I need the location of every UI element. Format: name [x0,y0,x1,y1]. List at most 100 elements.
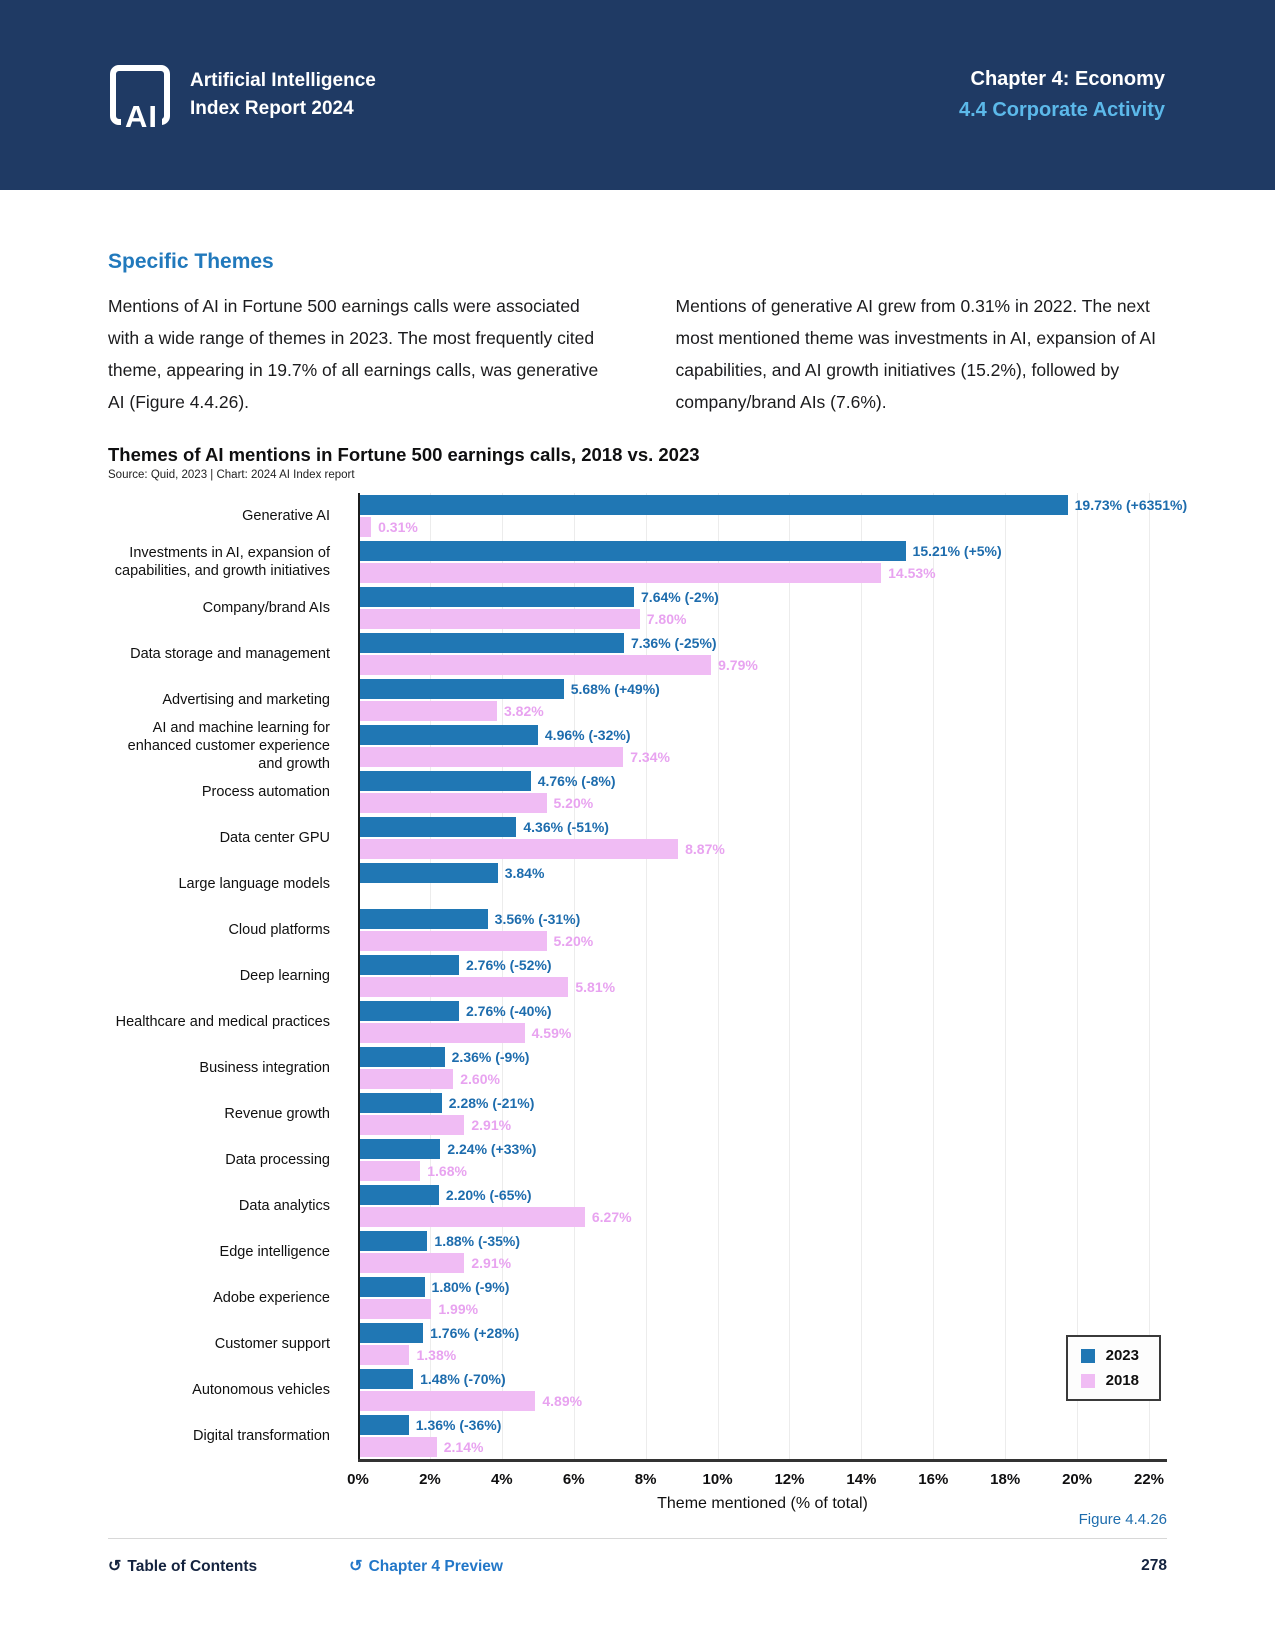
gridline [717,493,719,1459]
category-bars: 1.76% (+28%) 1.38% [360,1321,1167,1367]
chapter-preview-link[interactable]: ↺ Chapter 4 Preview [349,1556,503,1576]
legend-swatch-2023 [1080,1348,1095,1363]
chart-row: Edge intelligence 1.88% (-35%) 2.91% [108,1229,1167,1275]
bar-2018: 5.20% [360,931,593,951]
x-axis: 0% 2% 4% 6% 8% 10% 12% 14% 16% 18% 20% 22% [347,1459,1167,1491]
bar-2018: 5.81% [360,977,615,997]
chart-row: Data analytics 2.20% (-65%) 6.27% [108,1183,1167,1229]
bar-slot-2023: 2.76% (-52%) [360,955,1167,975]
x-axis-label: Theme mentioned (% of total) [657,1495,868,1512]
chart-legend: 2023 2018 [1065,1335,1161,1401]
category-bars: 4.36% (-51%) 8.87% [360,815,1167,861]
bar-slot-2023: 4.36% (-51%) [360,817,1167,837]
legend-label-2023: 2023 [1105,1347,1139,1364]
page-number: 278 [1141,1557,1167,1574]
bar-value-label: 2.91% [471,1117,512,1133]
bar-2023: 5.68% (+49%) [360,679,660,699]
chart-rows: Generative AI 19.73% (+6351%) 0.31% Investm… [108,493,1187,1459]
bar-slot-2023: 5.68% (+49%) [360,679,1167,699]
category-label: Revenue growth [224,1105,330,1122]
bar-2023: 2.20% (-65%) [360,1185,532,1205]
bar-2023: 2.24% (+33%) [360,1139,536,1159]
x-tick: 6% [562,1471,585,1488]
x-tick: 10% [702,1471,733,1488]
bar-value-label: 9.79% [718,657,758,673]
category-label: Customer support [214,1335,330,1352]
x-tick: 22% [1134,1471,1165,1488]
bar-slot-2018: 8.87% [360,839,1167,859]
bar-2018: 7.34% [360,747,670,767]
bar-2023: 7.36% (-25%) [360,633,717,653]
category-label: Edge intelligence [219,1243,330,1260]
bar-2018: 0.31% [360,517,418,537]
bar-value-label: 4.59% [531,1025,572,1041]
table-of-contents-link[interactable]: ↺ Table of Contents [108,1556,257,1576]
chart-row: AI and machine learning for enhanced cus… [108,720,1167,772]
chart-row: Customer support 1.76% (+28%) 1.38% [108,1321,1167,1367]
category-bars: 7.64% (-2%) 7.80% [360,585,1167,631]
chart: Themes of AI mentions in Fortune 500 ear… [108,444,1187,1535]
bar-slot-2018: 4.59% [360,1023,1167,1043]
category-label: Data processing [225,1151,330,1168]
section-title: 4.4 Corporate Activity [959,99,1165,121]
bar-value-label: 0.31% [378,519,418,535]
bar-2018: 2.14% [360,1437,483,1457]
chart-row: Company/brand AIs 7.64% (-2%) 7.80% [108,585,1167,631]
bar-slot-2023: 19.73% (+6351%) [360,495,1187,515]
bar-value-label: 1.36% (-36%) [415,1417,502,1433]
bar-value-label: 7.64% (-2%) [641,589,719,605]
chart-row: Revenue growth 2.28% (-21%) 2.91% [108,1091,1167,1137]
category-label: Cloud platforms [228,921,330,938]
report-title-line2: Index Report 2024 [190,98,354,119]
chart-row: Deep learning 2.76% (-52%) 5.81% [108,953,1167,999]
bar-value-label: 5.81% [575,979,616,995]
return-arrow-icon: ↺ [108,1558,122,1575]
category-label: Healthcare and medical practices [115,1013,330,1030]
ai-index-logo-text: AI [121,101,162,132]
bar-slot-2018: 7.34% [360,747,1167,767]
report-header: AI Artificial Intelligence Index Report … [0,0,1275,190]
bar-slot-2018: 3.82% [360,701,1167,721]
bar-2023: 2.76% (-40%) [360,1001,552,1021]
bar-slot-2023: 2.24% (+33%) [360,1139,1167,1159]
bar-slot-2023: 2.36% (-9%) [360,1047,1167,1067]
body-columns: Mentions of AI in Fortune 500 earnings c… [108,290,1167,418]
bar-value-label: 3.82% [504,703,544,719]
bar-slot-2018: 7.80% [360,609,1167,629]
chart-title: Themes of AI mentions in Fortune 500 ear… [108,444,700,465]
legend-entry-2023: 2023 [1080,1347,1139,1364]
bar-2018: 4.59% [360,1023,571,1043]
gridline [1077,493,1079,1459]
bar-slot-2018: 6.27% [360,1207,1167,1227]
bar-2023: 1.48% (-70%) [360,1369,506,1389]
bar-slot-2018: 1.68% [360,1161,1167,1181]
category-bars: 2.28% (-21%) 2.91% [360,1091,1167,1137]
bar-slot-2023: 1.76% (+28%) [360,1323,1167,1343]
bar-value-label: 2.24% (+33%) [447,1141,537,1157]
chart-row: Digital transformation 1.36% (-36%) 2.14% [108,1413,1167,1459]
x-tick: 20% [1062,1471,1093,1488]
bar-2018: 14.53% [360,563,936,583]
bar-slot-2023: 1.36% (-36%) [360,1415,1167,1435]
bar-value-label: 2.76% (-40%) [465,1003,552,1019]
chart-row: Autonomous vehicles 1.48% (-70%) 4.89% [108,1367,1167,1413]
paragraph-left: Mentions of AI in Fortune 500 earnings c… [108,296,599,412]
bar-2018: 6.27% [360,1207,632,1227]
bar-slot-2018: 2.14% [360,1437,1167,1457]
gridline [1005,493,1007,1459]
legend-entry-2018: 2018 [1080,1373,1139,1388]
x-tick: 2% [419,1471,441,1488]
bar-2023: 7.64% (-2%) [360,587,719,607]
bar-slot-2018: 2.91% [360,1253,1167,1273]
table-of-contents-label: Table of Contents [127,1558,258,1575]
x-tick: 16% [918,1471,949,1488]
bar-value-label: 1.68% [427,1163,467,1179]
x-tick: 4% [490,1471,513,1488]
chart-canvas: Generative AI 19.73% (+6351%) 0.31% Investm… [108,493,1187,1459]
bar-slot-2023: 2.28% (-21%) [360,1093,1167,1113]
bar-value-label: 1.48% (-70%) [420,1371,506,1387]
bar-2023: 1.88% (-35%) [360,1231,520,1251]
bar-slot-2023: 1.88% (-35%) [360,1231,1167,1251]
gridline [1149,493,1151,1459]
